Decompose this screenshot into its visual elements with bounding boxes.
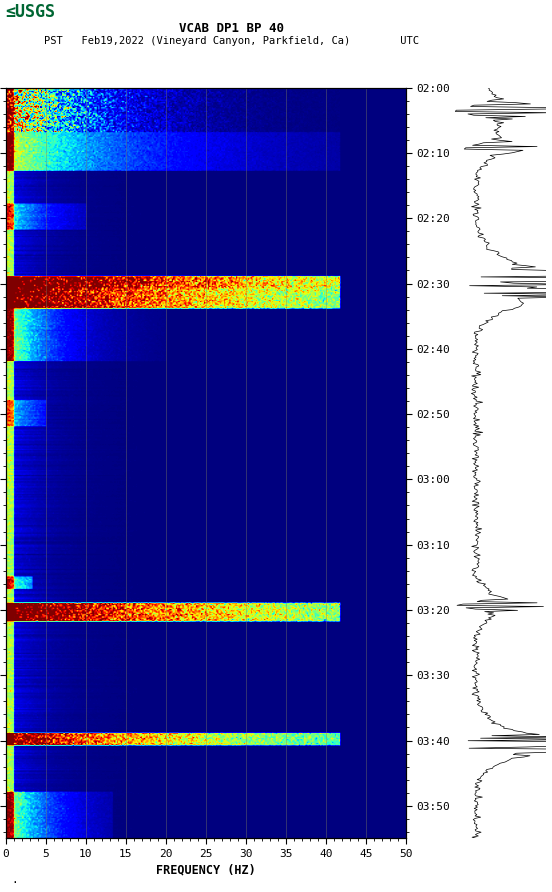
Text: .: . <box>11 875 18 885</box>
Text: ≤USGS: ≤USGS <box>6 3 56 21</box>
X-axis label: FREQUENCY (HZ): FREQUENCY (HZ) <box>156 863 256 876</box>
Text: VCAB DP1 BP 40: VCAB DP1 BP 40 <box>179 22 284 36</box>
Text: PST   Feb19,2022 (Vineyard Canyon, Parkfield, Ca)        UTC: PST Feb19,2022 (Vineyard Canyon, Parkfie… <box>44 36 420 45</box>
